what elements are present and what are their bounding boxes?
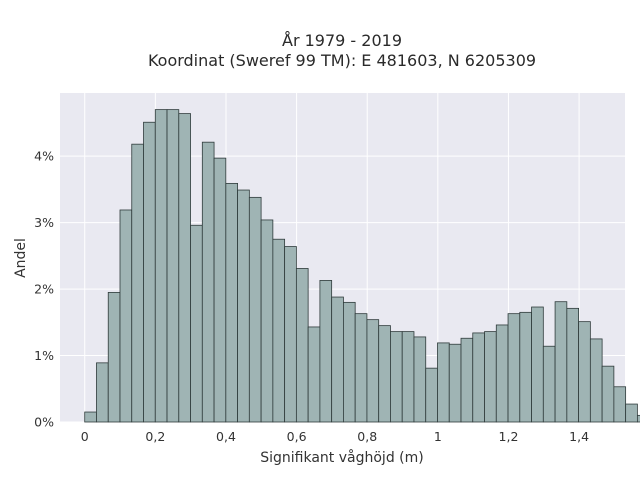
histogram-bar: [248, 196, 262, 423]
histogram-bar: [343, 301, 356, 423]
histogram-bar: [260, 219, 274, 423]
histogram-bar: [519, 311, 532, 423]
histogram-bar: [566, 307, 579, 423]
histogram-bar: [484, 331, 497, 423]
histogram-bar: [154, 109, 168, 423]
histogram-bar: [143, 121, 156, 423]
histogram-bar: [366, 319, 380, 423]
histogram-bar: [225, 182, 238, 423]
histogram-bar: [190, 224, 203, 423]
x-tick-label: 0,6: [287, 429, 307, 444]
histogram-bar: [507, 313, 521, 423]
x-tick-label: 1,2: [499, 429, 519, 444]
histogram-bar: [331, 296, 344, 423]
histogram-bar: [84, 411, 97, 423]
y-axis-label: Andel: [13, 238, 29, 278]
histogram-bar: [178, 113, 191, 423]
x-axis-label: Signifikant våghöjd (m): [260, 449, 423, 466]
x-tick-label: 0: [81, 429, 89, 444]
histogram-bar: [531, 306, 544, 423]
histogram-bar: [554, 301, 568, 423]
histogram-bar: [107, 291, 121, 423]
histogram-bar: [201, 141, 215, 423]
histogram-bar: [542, 345, 556, 423]
y-tick-label: 4%: [34, 149, 54, 164]
x-tick-label: 1: [434, 429, 442, 444]
y-tick-label: 1%: [34, 348, 54, 363]
histogram-bar: [625, 403, 638, 423]
x-tick-label: 1,4: [569, 429, 589, 444]
histogram-bar: [295, 268, 309, 423]
histogram-bar: [636, 414, 640, 423]
histogram-bar: [589, 338, 603, 423]
histogram-bar: [378, 325, 391, 423]
histogram-bar: [401, 331, 415, 423]
x-axis-ticks: 0 0,2 0,4 0,6 0,8 1 1,2 1,4: [81, 429, 589, 444]
chart-subtitle: Koordinat (Sweref 99 TM): E 481603, N 62…: [148, 51, 536, 70]
histogram-bars: [84, 109, 640, 423]
histogram-bar: [119, 209, 133, 423]
histogram-bar: [96, 362, 109, 423]
histogram-bar: [448, 343, 462, 423]
histogram-bar: [437, 342, 450, 423]
histogram-bar: [601, 365, 615, 423]
histogram-bar: [213, 157, 227, 423]
histogram-bar: [307, 326, 321, 423]
histogram-bar: [166, 109, 180, 423]
histogram-bar: [272, 238, 286, 423]
histogram-bar: [472, 332, 485, 423]
histogram-bar: [578, 321, 591, 423]
chart-title: År 1979 - 2019: [282, 31, 402, 50]
histogram-bar: [131, 143, 144, 423]
histogram-bar: [413, 336, 427, 423]
histogram-bar: [390, 331, 403, 423]
x-tick-label: 0,8: [357, 429, 377, 444]
y-tick-label: 3%: [34, 215, 54, 230]
histogram-bar: [237, 189, 250, 423]
y-tick-label: 2%: [34, 282, 54, 297]
histogram-bar: [319, 280, 333, 423]
histogram-bar: [284, 246, 297, 423]
x-tick-label: 0,4: [216, 429, 236, 444]
histogram-bar: [425, 367, 438, 423]
y-axis-ticks: 0% 1% 2% 3% 4%: [34, 149, 54, 430]
histogram-bar: [460, 337, 474, 423]
histogram-bar: [495, 324, 509, 423]
y-tick-label: 0%: [34, 415, 54, 430]
histogram-bar: [613, 386, 627, 423]
x-tick-label: 0,2: [145, 429, 165, 444]
histogram-bar: [354, 313, 368, 423]
